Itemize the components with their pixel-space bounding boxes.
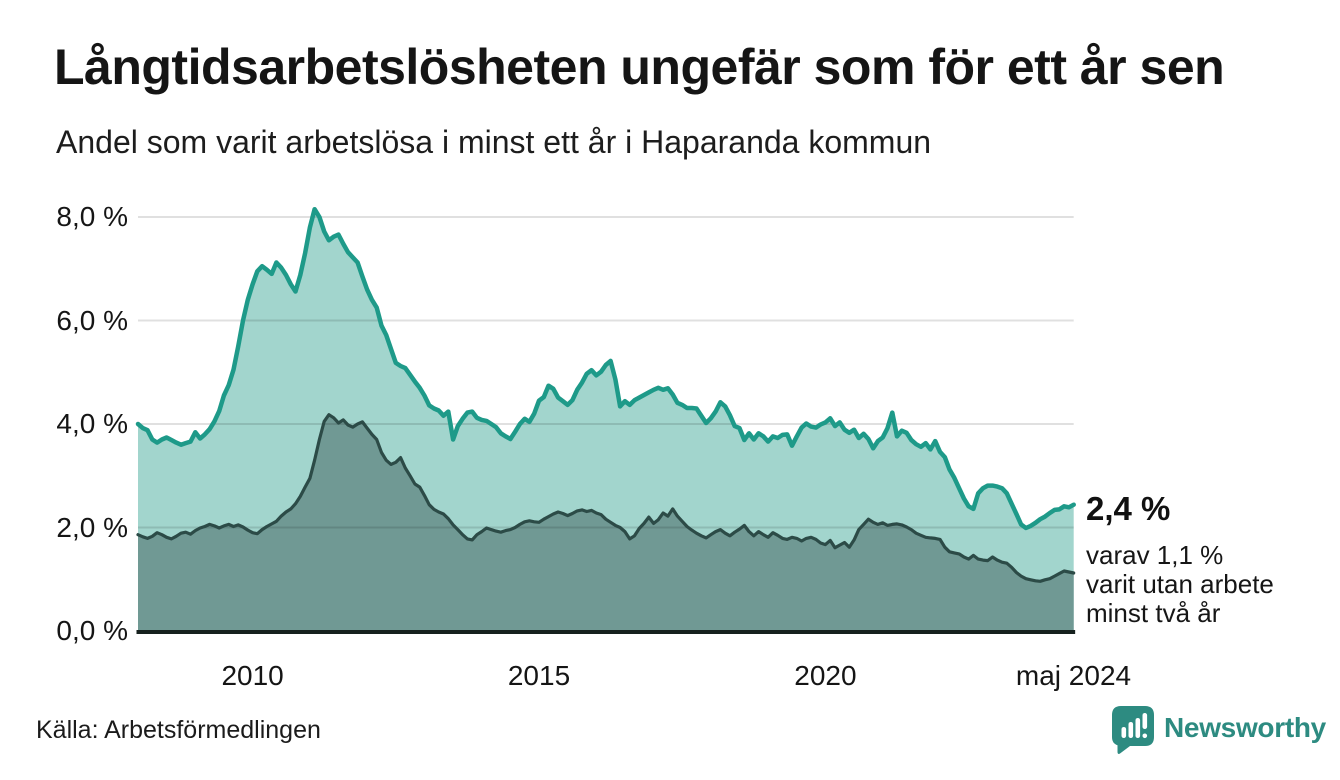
twoyear-series-area — [138, 414, 1074, 631]
current-value-label: 2,4 % — [1086, 490, 1171, 527]
page-subtitle: Andel som varit arbetslösa i minst ett å… — [56, 124, 932, 160]
current-value-detail: varav 1,1 % varit utan arbete minst två … — [1086, 540, 1274, 628]
y-axis-label: 8,0 % — [56, 201, 128, 232]
x-axis-label: 2015 — [507, 660, 571, 691]
total-series-line — [135, 206, 1076, 531]
source-note: Källa: Arbetsförmedlingen — [36, 716, 321, 744]
x-axis-label: maj 2024 — [1015, 660, 1132, 691]
y-axis-label: 6,0 % — [56, 304, 128, 336]
total-series-area — [138, 209, 1074, 631]
x-axis-label: 2020 — [794, 660, 857, 691]
y-axis-label: 2,0 % — [56, 511, 128, 543]
page-title: Långtidsarbetslösheten ungefär som för e… — [54, 39, 1225, 95]
newsworthy-logo-icon — [1112, 706, 1154, 754]
newsworthy-logo: Newsworthy — [1111, 705, 1326, 755]
y-axis-label: 0,0 % — [56, 615, 128, 646]
y-axis-label: 4,0 % — [56, 408, 128, 439]
twoyear-series-line — [136, 413, 1076, 583]
newsworthy-logo-text: Newsworthy — [1164, 712, 1326, 743]
x-axis-label: 2010 — [221, 660, 284, 691]
